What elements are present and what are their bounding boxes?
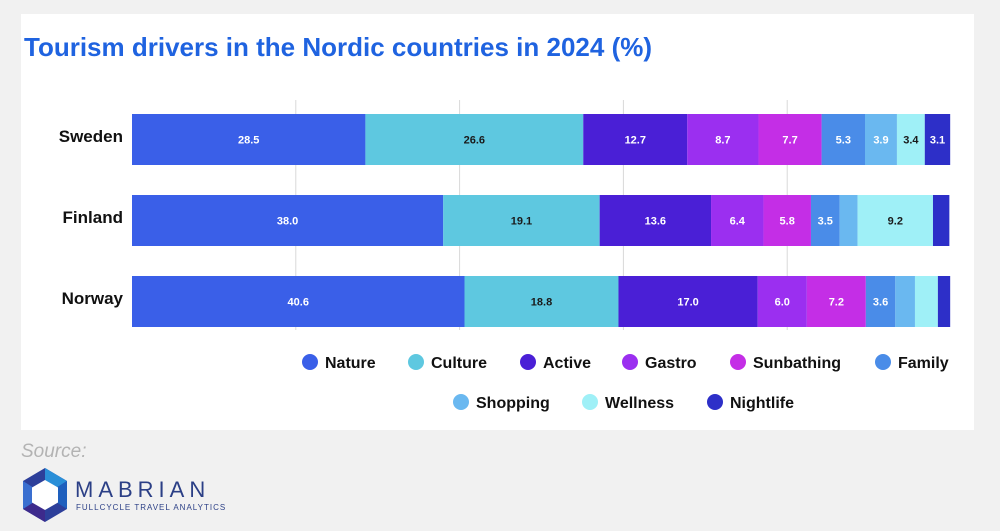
legend-swatch [707, 394, 723, 410]
legend-swatch [622, 354, 638, 370]
legend-swatch [520, 354, 536, 370]
legend-label: Gastro [645, 355, 697, 372]
bar-segment-gastro [687, 114, 759, 165]
bar-segment-culture [365, 114, 584, 165]
legend-swatch [730, 354, 746, 370]
bar-segment-wellness [857, 195, 933, 246]
data-label: 3.6 [873, 297, 888, 309]
data-label: 9.2 [888, 216, 903, 228]
data-label: 6.0 [775, 297, 790, 309]
bar-segment-shopping [839, 195, 858, 246]
bar-segment-culture [464, 276, 619, 327]
bar-segment-gastro [757, 276, 807, 327]
data-label: 5.8 [780, 216, 795, 228]
bar-segment-sunbathing [758, 114, 822, 165]
data-label: 7.2 [829, 297, 844, 309]
bar-segment-wellness [896, 114, 925, 165]
data-label: 3.5 [818, 216, 833, 228]
legend-label: Shopping [476, 395, 550, 412]
category-label: Norway [62, 289, 124, 308]
bar-segment-active [583, 114, 688, 165]
legend-swatch [302, 354, 318, 370]
data-label: 7.7 [782, 135, 797, 147]
data-label: 5.3 [836, 135, 851, 147]
bar-segment-family [810, 195, 840, 246]
bar-segment-gastro [711, 195, 764, 246]
bar-segment-nightlife [932, 195, 950, 246]
legend-label: Nightlife [730, 395, 794, 412]
data-label: 3.4 [903, 135, 919, 147]
data-label: 17.0 [677, 297, 698, 309]
bar-segment-active [618, 276, 758, 327]
bar-segment-nightlife [924, 114, 951, 165]
legend-swatch [875, 354, 891, 370]
bar-segment-family [821, 114, 866, 165]
brand-tagline: FULLCYCLE TRAVEL ANALYTICS [76, 503, 227, 512]
data-label: 18.8 [531, 297, 552, 309]
data-label: 3.9 [873, 135, 888, 147]
category-label: Finland [63, 208, 123, 227]
bar-segment-culture [443, 195, 600, 246]
chart-title: Tourism drivers in the Nordic countries … [24, 32, 652, 62]
bar-segment-nature [132, 114, 366, 165]
bar-segment-nature [132, 276, 465, 327]
data-label: 26.6 [464, 135, 485, 147]
brand-name: MABRIAN [75, 477, 211, 502]
bar-segment-sunbathing [806, 276, 866, 327]
bar-segment-shopping [895, 276, 915, 327]
data-label: 12.7 [625, 135, 646, 147]
bar-segment-wellness [914, 276, 938, 327]
data-label: 8.7 [715, 135, 730, 147]
mabrian-logo-icon [23, 468, 67, 522]
bar-segment-nightlife [937, 276, 951, 327]
data-label: 40.6 [288, 297, 309, 309]
data-label: 6.4 [730, 216, 746, 228]
bar-segment-shopping [865, 114, 897, 165]
legend-swatch [408, 354, 424, 370]
legend-swatch [453, 394, 469, 410]
legend-label: Sunbathing [753, 355, 841, 372]
legend-label: Family [898, 355, 949, 372]
data-label: 38.0 [277, 216, 298, 228]
legend-label: Nature [325, 355, 376, 372]
bar-segment-active [599, 195, 712, 246]
legend-label: Wellness [605, 395, 674, 412]
data-label: 3.1 [930, 135, 945, 147]
source-label: Source: [21, 441, 87, 462]
legend-swatch [582, 394, 598, 410]
legend-label: Active [543, 355, 591, 372]
legend-label: Culture [431, 355, 487, 372]
data-label: 13.6 [645, 216, 666, 228]
bar-segment-sunbathing [763, 195, 811, 246]
data-label: 19.1 [511, 216, 532, 228]
category-label: Sweden [59, 127, 123, 146]
bar-segment-nature [132, 195, 444, 246]
bar-segment-family [865, 276, 896, 327]
data-label: 28.5 [238, 135, 259, 147]
